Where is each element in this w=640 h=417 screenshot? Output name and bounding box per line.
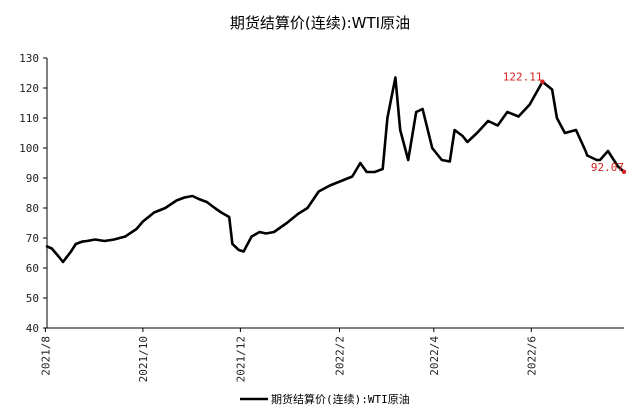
- annotations: 122.11 92.07: [503, 71, 627, 174]
- y-tick-label: 90: [26, 172, 39, 185]
- chart-title: 期货结算价(连续):WTI原油: [230, 14, 410, 32]
- axes: [46, 58, 624, 329]
- y-tick-label: 110: [19, 112, 39, 125]
- y-tick-label: 130: [19, 52, 39, 65]
- y-tick-label: 80: [26, 202, 39, 215]
- y-tick-label: 40: [26, 322, 39, 335]
- x-tick-label: 2021/10: [137, 336, 150, 382]
- series-layer: [45, 76, 626, 264]
- annotation-point: [540, 79, 545, 84]
- x-tick-label: 2022/6: [525, 336, 538, 376]
- tick-labels: 40 50 60 70 80 90 100 110 120 130 2021/8 2021/10 202…: [19, 52, 538, 382]
- x-tick-label: 2021/12: [234, 336, 247, 382]
- y-tick-label: 70: [26, 232, 39, 245]
- x-tick-label: 2022/2: [333, 336, 346, 376]
- y-tick-label: 50: [26, 292, 39, 305]
- x-tick-label: 2021/8: [39, 336, 52, 376]
- y-tick-label: 100: [19, 142, 39, 155]
- annotation-label: 92.07: [591, 161, 624, 174]
- annotation-point: [621, 169, 627, 174]
- series-line-wti: [45, 76, 626, 264]
- annotation-label: 122.11: [503, 71, 543, 84]
- legend-label: 期货结算价(连续):WTI原油: [271, 392, 410, 406]
- legend: 期货结算价(连续):WTI原油: [240, 392, 410, 406]
- x-tick-label: 2022/4: [428, 336, 441, 376]
- y-tick-label: 60: [26, 262, 39, 275]
- y-tick-label: 120: [19, 82, 39, 95]
